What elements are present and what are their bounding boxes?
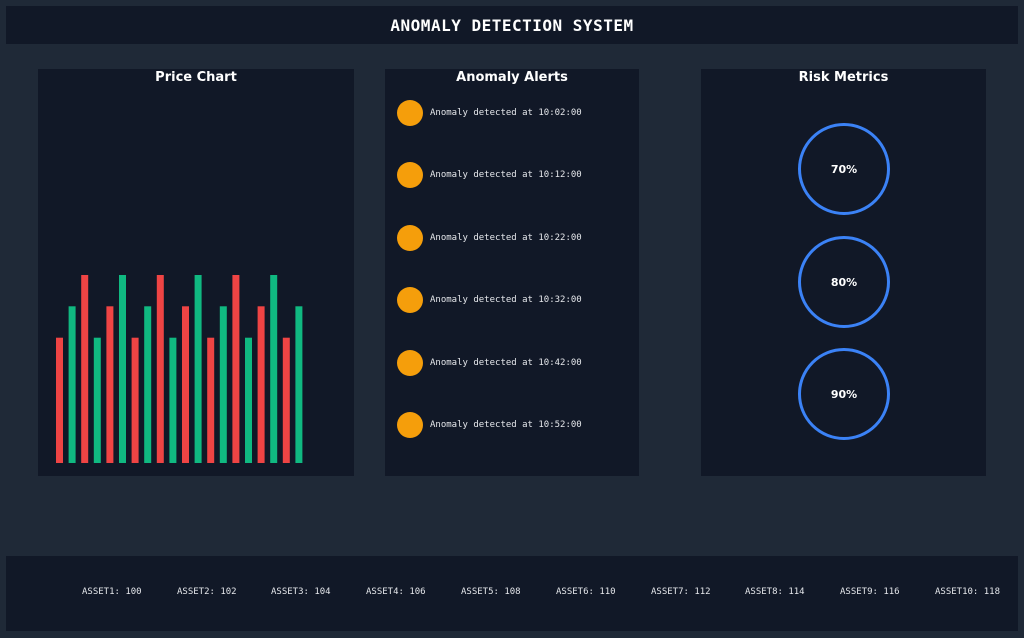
- risk-gauge: 80%: [798, 236, 890, 328]
- alert-label: Anomaly detected at 10:02:00: [430, 108, 582, 118]
- price-bar: [56, 337, 63, 463]
- ticker-item: ASSET10: 118: [935, 587, 1001, 597]
- price-bar: [270, 275, 278, 463]
- price-bar: [93, 337, 101, 463]
- price-bar: [68, 306, 76, 463]
- price-bar: [144, 306, 152, 463]
- risk-value: 80%: [830, 275, 858, 289]
- price-bar: [182, 306, 189, 463]
- alert-item[interactable]: Anomaly detected at 10:42:00: [397, 350, 582, 376]
- alert-dot-icon: [397, 225, 423, 251]
- alert-item[interactable]: Anomaly detected at 10:32:00: [397, 287, 582, 313]
- price-bar: [156, 275, 164, 463]
- alert-label: Anomaly detected at 10:42:00: [430, 358, 582, 368]
- alert-item[interactable]: Anomaly detected at 10:12:00: [397, 162, 582, 188]
- risk-value: 70%: [830, 162, 858, 176]
- risk-value: 90%: [830, 387, 858, 401]
- alert-dot-icon: [397, 287, 423, 313]
- price-bar: [219, 306, 227, 463]
- page-title: ANOMALY DETECTION SYSTEM: [390, 15, 634, 35]
- alert-dot-icon: [397, 100, 423, 126]
- alert-label: Anomaly detected at 10:22:00: [430, 233, 582, 243]
- ticker-item: ASSET8: 114: [745, 587, 805, 597]
- price-bar: [169, 337, 177, 463]
- ticker-item: ASSET6: 110: [556, 587, 616, 597]
- price-bar: [131, 337, 139, 463]
- alert-dot-icon: [397, 350, 423, 376]
- price-chart-panel: Price Chart: [38, 69, 354, 476]
- price-bar: [207, 337, 215, 463]
- ticker-item: ASSET2: 102: [177, 587, 237, 597]
- price-bar: [282, 337, 290, 463]
- ticker-item: ASSET5: 108: [461, 587, 521, 597]
- alert-item[interactable]: Anomaly detected at 10:52:00: [397, 412, 582, 438]
- alert-label: Anomaly detected at 10:12:00: [430, 170, 582, 180]
- price-bar: [194, 275, 202, 463]
- price-bar: [106, 306, 114, 463]
- price-bar: [295, 306, 303, 463]
- alert-label: Anomaly detected at 10:32:00: [430, 295, 582, 305]
- price-chart: [56, 275, 303, 463]
- ticker-item: ASSET1: 100: [82, 587, 142, 597]
- price-chart-title: Price Chart: [155, 70, 237, 85]
- price-bar: [245, 337, 252, 463]
- risk-gauge: 90%: [798, 348, 890, 440]
- ticker-item: ASSET7: 112: [651, 587, 711, 597]
- risk-metrics-panel: Risk Metrics 70% 80% 90%: [701, 69, 986, 476]
- header-bar: ANOMALY DETECTION SYSTEM: [6, 6, 1018, 44]
- price-bar: [257, 306, 265, 463]
- price-bar: [81, 275, 89, 463]
- alert-dot-icon: [397, 412, 423, 438]
- alert-item[interactable]: Anomaly detected at 10:02:00: [397, 100, 582, 126]
- risk-metrics-title: Risk Metrics: [798, 70, 889, 85]
- alert-dot-icon: [397, 162, 423, 188]
- risk-gauge: 70%: [798, 123, 890, 215]
- price-bar: [119, 275, 126, 463]
- ticker-item: ASSET9: 116: [840, 587, 900, 597]
- ticker-item: ASSET4: 106: [366, 587, 426, 597]
- alert-label: Anomaly detected at 10:52:00: [430, 420, 582, 430]
- anomaly-alerts-title: Anomaly Alerts: [456, 70, 568, 85]
- ticker-item: ASSET3: 104: [271, 587, 331, 597]
- price-bar: [232, 275, 240, 463]
- asset-ticker: ASSET1: 100 ASSET2: 102 ASSET3: 104 ASSE…: [6, 556, 1018, 631]
- alert-item[interactable]: Anomaly detected at 10:22:00: [397, 225, 582, 251]
- anomaly-alerts-panel: Anomaly Alerts Anomaly detected at 10:02…: [385, 69, 639, 476]
